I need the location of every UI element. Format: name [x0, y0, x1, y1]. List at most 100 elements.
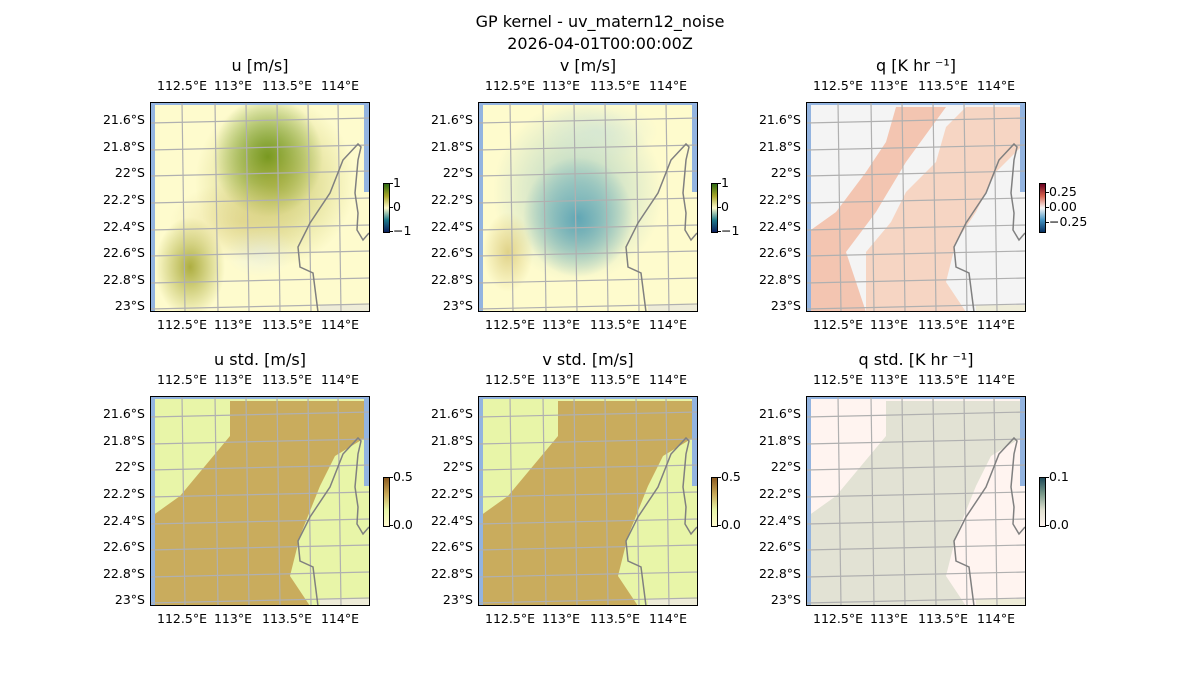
gridline: [478, 597, 698, 604]
gridline: [245, 396, 250, 606]
lat-tick-label: 23°S: [770, 592, 801, 607]
gridline: [542, 102, 547, 312]
colorbar-tick-label: 0.25: [1049, 184, 1077, 199]
gridline: [901, 102, 906, 312]
map-panel: [806, 102, 1026, 312]
axes-frame: [150, 102, 370, 312]
panel-title: u [m/s]: [231, 56, 289, 75]
lat-tick-label: 23°S: [770, 298, 801, 313]
lon-tick-label-bottom: 112.5°E: [157, 611, 207, 626]
gridline: [478, 250, 698, 257]
gridline: [635, 102, 640, 312]
colorbar-tick: [1045, 477, 1049, 478]
gridline: [276, 102, 281, 312]
lon-tick-label-top: 113.5°E: [262, 78, 312, 93]
colorbar-tick-label: 0.0: [393, 517, 413, 532]
lat-tick-label: 21.8°S: [102, 433, 145, 448]
colorbar-tick-label: 0.1: [1049, 469, 1069, 484]
lat-tick-label: 22°S: [114, 459, 145, 474]
coastline: [625, 436, 698, 606]
lon-tick-label-bottom: 113°E: [541, 317, 580, 332]
gridline: [509, 396, 514, 606]
ocean-edge: [1020, 396, 1026, 486]
gridline: [806, 250, 1026, 257]
colorbar-tick-label: −1: [721, 223, 740, 238]
gridline: [478, 464, 698, 471]
lat-tick-label: 22°S: [442, 165, 473, 180]
coastline: [297, 436, 370, 606]
colorbar-tick: [1045, 192, 1049, 193]
gridline: [150, 571, 370, 578]
lat-tick-label: 21.6°S: [102, 406, 145, 421]
gridline: [478, 170, 698, 177]
panel-title: v std. [m/s]: [542, 350, 634, 369]
lon-tick-label-bottom: 114°E: [320, 317, 359, 332]
lon-tick-label-bottom: 114°E: [976, 317, 1015, 332]
colorbar-tick: [389, 231, 393, 232]
gridline: [665, 396, 670, 606]
map-panel: [150, 102, 370, 312]
lon-tick-label-top: 113°E: [869, 78, 908, 93]
gridline: [337, 396, 342, 606]
gridline: [573, 102, 578, 312]
colorbar-tick: [389, 207, 393, 208]
colorbar: [383, 183, 390, 233]
lon-tick-label-bottom: 113°E: [869, 317, 908, 332]
gridline: [806, 438, 1026, 445]
colorbar-tick-label: 1: [393, 175, 401, 190]
gridline: [150, 491, 370, 498]
lat-tick-label: 22.6°S: [430, 245, 473, 260]
gridline: [806, 117, 1026, 124]
ocean-edge: [1020, 102, 1026, 192]
colorbar-tick: [1045, 222, 1049, 223]
gridline: [932, 396, 937, 606]
gridline: [150, 438, 370, 445]
map-panel: [478, 102, 698, 312]
gridline: [150, 197, 370, 204]
gridline: [806, 224, 1026, 231]
lat-tick-label: 22.6°S: [430, 539, 473, 554]
lon-tick-label-top: 114°E: [648, 78, 687, 93]
gridline: [963, 396, 968, 606]
lat-tick-label: 22.4°S: [102, 219, 145, 234]
colorbar-tick-label: −0.25: [1049, 214, 1088, 229]
ocean-edge: [478, 102, 483, 312]
field-region: [480, 401, 696, 606]
field-region: [866, 107, 1026, 312]
lon-tick-label-top: 113°E: [541, 78, 580, 93]
colorbar-tick-label: 0.00: [1049, 199, 1077, 214]
gridline: [478, 411, 698, 418]
colorbar: [1039, 183, 1046, 233]
ocean-edge: [150, 396, 370, 399]
figure-timestamp: 2026-04-01T00:00:00Z: [507, 34, 693, 53]
lon-tick-label-top: 114°E: [320, 372, 359, 387]
colorbar-tick: [717, 477, 721, 478]
lon-tick-label-bottom: 114°E: [648, 611, 687, 626]
lat-tick-label: 21.6°S: [430, 406, 473, 421]
lon-tick-label-bottom: 114°E: [976, 611, 1015, 626]
colorbar: [711, 183, 718, 233]
lon-tick-label-top: 113.5°E: [918, 78, 968, 93]
lat-tick-label: 21.8°S: [758, 139, 801, 154]
gridline: [214, 102, 219, 312]
gridline: [932, 102, 937, 312]
ocean-edge: [692, 102, 698, 192]
colorbar-tick-label: 0.5: [393, 469, 413, 484]
gridline: [806, 464, 1026, 471]
gridline: [806, 144, 1026, 151]
colorbar-tick: [389, 525, 393, 526]
gridline: [870, 102, 875, 312]
gridline: [214, 396, 219, 606]
gridline: [478, 117, 698, 124]
colorbar-tick-label: 0: [393, 199, 401, 214]
lat-tick-label: 22.2°S: [102, 192, 145, 207]
colorbar-tick-label: −1: [393, 223, 412, 238]
gridline: [478, 144, 698, 151]
gridline: [150, 170, 370, 177]
colorbar: [711, 477, 718, 527]
lat-tick-label: 22.4°S: [430, 513, 473, 528]
lat-tick-label: 22.2°S: [430, 486, 473, 501]
ocean-edge: [150, 102, 370, 105]
colorbar-tick-label: 1: [721, 175, 729, 190]
lon-tick-label-bottom: 112.5°E: [157, 317, 207, 332]
